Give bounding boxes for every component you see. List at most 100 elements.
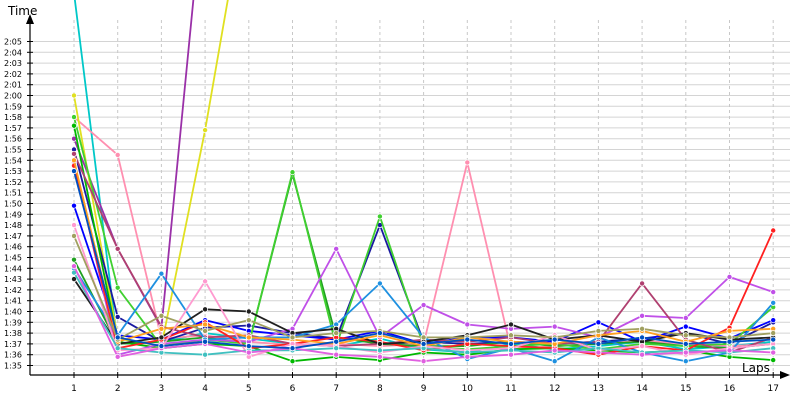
data-point (376, 353, 383, 360)
data-point (682, 332, 689, 339)
y-tick-label: 1:42 (4, 286, 22, 295)
data-point (71, 256, 78, 263)
data-point (464, 159, 471, 166)
data-point (639, 312, 646, 319)
data-point (71, 157, 78, 164)
y-tick-label: 1:53 (4, 167, 22, 176)
data-point (289, 169, 296, 176)
data-point (551, 347, 558, 354)
data-point (245, 322, 252, 329)
data-point (464, 321, 471, 328)
y-tick-label: 1:55 (4, 146, 22, 155)
x-tick-label: 6 (290, 384, 296, 394)
data-point (420, 358, 427, 365)
data-point (420, 340, 427, 347)
x-tick-label: 14 (636, 384, 648, 394)
y-tick-label: 2:03 (4, 59, 22, 68)
data-point (202, 327, 209, 334)
x-tick-label: 15 (680, 384, 691, 394)
x-tick-label: 8 (377, 384, 383, 394)
x-tick-label: 12 (549, 384, 560, 394)
series (71, 0, 195, 331)
data-point (551, 358, 558, 365)
data-point (770, 336, 777, 343)
data-point (376, 340, 383, 347)
data-point (595, 349, 602, 356)
y-tick-label: 1:47 (4, 232, 22, 241)
data-point (114, 284, 121, 291)
data-point (114, 151, 121, 158)
x-tick-label: 17 (767, 384, 778, 394)
data-point (507, 321, 514, 328)
data-point (682, 349, 689, 356)
gridlines (30, 20, 790, 375)
data-point (770, 317, 777, 324)
data-point (726, 347, 733, 354)
data-point (770, 330, 777, 337)
data-point (639, 280, 646, 287)
data-point (420, 334, 427, 341)
data-point (726, 327, 733, 334)
data-point (245, 308, 252, 315)
data-point (202, 127, 209, 134)
x-tick-label: 10 (462, 384, 474, 394)
data-point (682, 314, 689, 321)
data-point (333, 345, 340, 352)
data-point (639, 334, 646, 341)
y-tick-label: 1:41 (4, 297, 22, 306)
data-point (158, 334, 165, 341)
data-point (464, 336, 471, 343)
data-point (682, 323, 689, 330)
data-point (639, 351, 646, 358)
data-point (770, 289, 777, 296)
y-tick-label: 1:38 (4, 329, 22, 338)
data-point (376, 347, 383, 354)
x-tick-label: 1 (71, 384, 77, 394)
data-point (770, 227, 777, 234)
data-point (202, 321, 209, 328)
data-point (114, 245, 121, 252)
data-point (464, 353, 471, 360)
y-tick-label: 1:51 (4, 189, 22, 198)
data-point (595, 327, 602, 334)
data-point (551, 323, 558, 330)
x-axis-title: Laps (742, 361, 770, 375)
x-tick-label: 11 (505, 384, 516, 394)
data-point (71, 202, 78, 209)
x-axis-arrow (780, 371, 790, 379)
y-tick-label: 1:56 (4, 135, 22, 144)
data-point (245, 349, 252, 356)
data-point (639, 325, 646, 332)
data-point (71, 92, 78, 99)
data-point (202, 278, 209, 285)
y-axis-arrow (26, 14, 34, 24)
series (71, 168, 777, 352)
data-point (420, 302, 427, 309)
x-tick-label: 7 (333, 384, 339, 394)
data-point (289, 358, 296, 365)
y-tick-label: 1:44 (4, 264, 22, 273)
y-tick-label: 1:57 (4, 124, 22, 133)
y-axis-title: Time (7, 4, 37, 18)
x-tick-label: 16 (724, 384, 736, 394)
y-tick-label: 1:48 (4, 221, 22, 230)
data-point (158, 312, 165, 319)
x-tick-label: 4 (202, 384, 208, 394)
data-point (333, 338, 340, 345)
data-point (202, 306, 209, 313)
data-point (507, 332, 514, 339)
x-tick-label: 9 (421, 384, 427, 394)
series-line (73, 235, 774, 341)
data-point (114, 313, 121, 320)
x-tick-label: 5 (246, 384, 252, 394)
data-point (770, 349, 777, 356)
series-line (73, 0, 195, 329)
y-tick-label: 2:04 (4, 48, 22, 57)
x-tick-label: 3 (159, 384, 165, 394)
y-tick-label: 1:45 (4, 254, 22, 263)
y-tick-label: 1:59 (4, 102, 22, 111)
data-point (551, 336, 558, 343)
series-lines (71, 0, 777, 365)
data-point (71, 222, 78, 229)
data-point (71, 114, 78, 121)
